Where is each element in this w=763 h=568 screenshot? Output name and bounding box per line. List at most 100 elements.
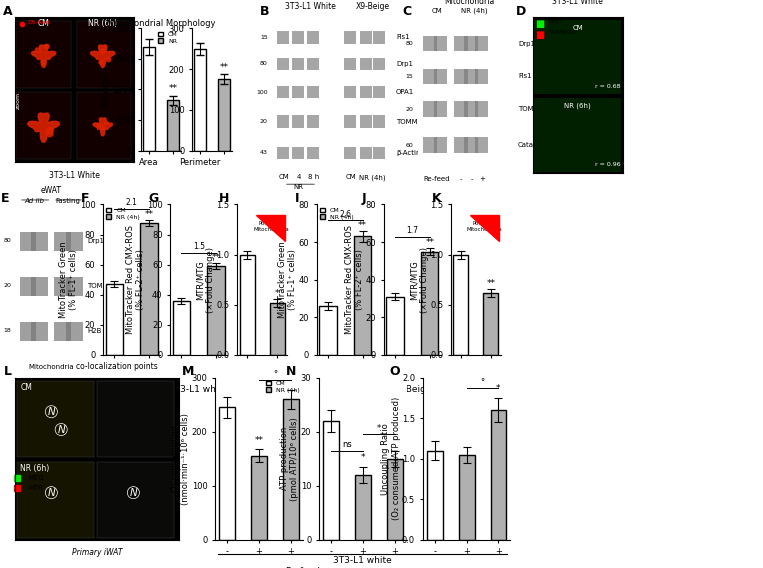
Text: β-Actin: β-Actin — [396, 150, 420, 156]
Text: Fis1: Fis1 — [518, 73, 532, 80]
Legend: CM, NR: CM, NR — [158, 32, 178, 44]
Text: Drp1: Drp1 — [87, 237, 104, 244]
FancyBboxPatch shape — [465, 36, 478, 52]
FancyBboxPatch shape — [307, 57, 318, 70]
Text: *: * — [275, 289, 279, 298]
Polygon shape — [106, 58, 111, 62]
FancyBboxPatch shape — [533, 20, 621, 94]
Text: CM: CM — [278, 174, 289, 181]
Polygon shape — [35, 48, 40, 52]
Text: G: G — [148, 193, 159, 206]
Text: X9-Beige: X9-Beige — [392, 385, 433, 394]
Text: 80: 80 — [3, 238, 11, 243]
Text: 8 h: 8 h — [307, 174, 319, 181]
Polygon shape — [105, 121, 108, 124]
FancyBboxPatch shape — [475, 137, 488, 153]
Text: ■: ■ — [536, 19, 545, 28]
FancyBboxPatch shape — [17, 462, 94, 538]
Bar — [319, 306, 336, 355]
FancyBboxPatch shape — [291, 115, 304, 128]
FancyBboxPatch shape — [344, 57, 356, 70]
Polygon shape — [97, 124, 101, 127]
Text: -: - — [471, 176, 473, 182]
Text: **: ** — [255, 436, 263, 445]
Text: 80: 80 — [405, 41, 413, 46]
Text: co-localization points: co-localization points — [76, 362, 158, 371]
Text: CM: CM — [20, 383, 32, 391]
Legend: CM, NR (4h): CM, NR (4h) — [106, 208, 140, 220]
FancyBboxPatch shape — [373, 147, 385, 159]
FancyBboxPatch shape — [360, 147, 372, 159]
Text: Re-feed: Re-feed — [285, 567, 320, 568]
FancyBboxPatch shape — [373, 86, 385, 98]
FancyBboxPatch shape — [423, 69, 436, 84]
Text: **: ** — [169, 83, 178, 93]
FancyBboxPatch shape — [533, 98, 621, 172]
Text: r = 0.68: r = 0.68 — [595, 84, 621, 89]
Text: +: + — [479, 176, 485, 182]
Bar — [219, 407, 235, 540]
Text: C: C — [403, 5, 412, 18]
Text: °: ° — [481, 378, 485, 387]
Text: NR (6h): NR (6h) — [20, 463, 50, 473]
FancyBboxPatch shape — [423, 137, 436, 153]
FancyBboxPatch shape — [360, 86, 372, 98]
Bar — [323, 421, 339, 540]
FancyBboxPatch shape — [17, 381, 94, 457]
Bar — [218, 80, 230, 151]
Text: H2B: H2B — [87, 328, 101, 334]
Bar — [105, 284, 123, 355]
Text: 3T3-L1 white: 3T3-L1 white — [169, 385, 228, 394]
FancyBboxPatch shape — [291, 147, 304, 159]
FancyBboxPatch shape — [307, 86, 318, 98]
FancyBboxPatch shape — [31, 322, 48, 341]
Text: -: - — [460, 176, 462, 182]
Bar — [172, 301, 190, 355]
Text: Drp1: Drp1 — [518, 40, 535, 47]
Text: *: * — [496, 385, 501, 394]
Text: *: * — [361, 453, 365, 462]
FancyBboxPatch shape — [307, 115, 318, 128]
Bar — [491, 410, 507, 540]
Text: J: J — [362, 193, 367, 206]
Text: K: K — [432, 193, 442, 206]
Text: 3T3-L1 White: 3T3-L1 White — [552, 0, 603, 6]
Text: Mitochondria: Mitochondria — [445, 0, 494, 6]
Text: 80: 80 — [260, 61, 268, 66]
Bar — [386, 296, 404, 355]
Bar — [240, 254, 255, 355]
Text: M: M — [182, 365, 195, 378]
Text: X9-Beige: X9-Beige — [356, 2, 391, 11]
Text: O: O — [389, 365, 400, 378]
Bar — [251, 456, 267, 540]
Polygon shape — [47, 128, 53, 133]
Text: 2.1: 2.1 — [126, 198, 137, 207]
FancyBboxPatch shape — [291, 57, 304, 70]
Text: NR (4h): NR (4h) — [462, 7, 488, 14]
Text: Ad lib: Ad lib — [25, 198, 45, 204]
FancyBboxPatch shape — [54, 322, 71, 341]
Text: CM: CM — [345, 174, 356, 181]
FancyBboxPatch shape — [344, 86, 356, 98]
FancyBboxPatch shape — [54, 277, 71, 296]
FancyBboxPatch shape — [77, 93, 131, 159]
FancyBboxPatch shape — [373, 31, 385, 44]
Text: D: D — [517, 5, 526, 18]
Legend: CM, NR (4h): CM, NR (4h) — [266, 381, 300, 393]
FancyBboxPatch shape — [20, 277, 37, 296]
Text: **: ** — [425, 238, 434, 247]
Y-axis label: O₂ consumption
(nmol·min⁻¹·10⁶ cells): O₂ consumption (nmol·min⁻¹·10⁶ cells) — [171, 413, 190, 504]
FancyBboxPatch shape — [98, 462, 175, 538]
Text: Primary iWAT: Primary iWAT — [72, 548, 123, 557]
Text: 60: 60 — [405, 143, 413, 148]
Text: DS-Red: DS-Red — [27, 20, 50, 26]
Bar — [208, 266, 225, 355]
FancyBboxPatch shape — [475, 101, 488, 117]
Text: Re-feed: Re-feed — [423, 176, 450, 182]
Text: TOMM20: TOMM20 — [549, 30, 576, 35]
Text: zoom: zoom — [15, 93, 21, 110]
Polygon shape — [41, 60, 46, 64]
Text: 4: 4 — [296, 174, 301, 181]
FancyBboxPatch shape — [17, 22, 71, 88]
Text: N: N — [57, 424, 65, 435]
